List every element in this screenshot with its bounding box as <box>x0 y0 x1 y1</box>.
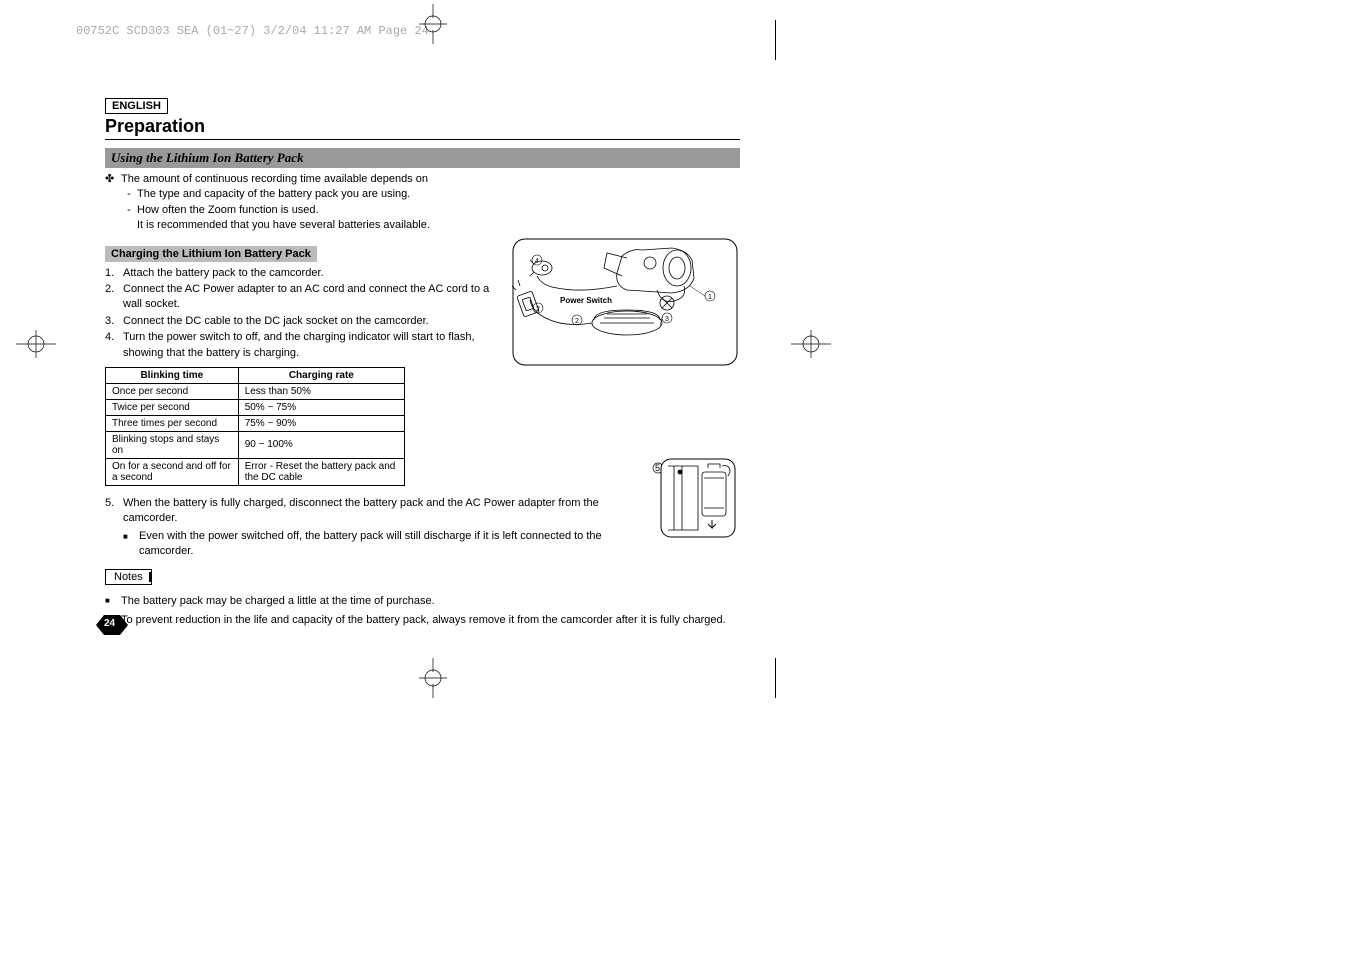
pdf-header: 00752C SCD303 SEA (01~27) 3/2/04 11:27 A… <box>76 24 429 38</box>
step-text: Connect the DC cable to the DC jack sock… <box>123 314 505 329</box>
table-cell: On for a second and off for a second <box>106 458 239 485</box>
svg-text:2: 2 <box>575 318 579 325</box>
table-row: Twice per second50% ~ 75% <box>106 399 405 415</box>
table-row: Three times per second75% ~ 90% <box>106 415 405 431</box>
dash-icon: - <box>121 187 137 202</box>
section-title: Preparation <box>105 116 740 140</box>
step-text: Attach the battery pack to the camcorder… <box>123 266 505 281</box>
intro-text: The amount of continuous recording time … <box>121 172 740 187</box>
svg-text:2: 2 <box>536 306 540 313</box>
step-text: When the battery is fully charged, disco… <box>123 496 635 527</box>
table-header: Charging rate <box>238 367 404 383</box>
svg-text:4: 4 <box>535 258 539 265</box>
page-number: 24 <box>104 618 115 629</box>
table-cell: 90 ~ 100% <box>238 431 404 458</box>
diagram-label: Power Switch <box>560 296 612 305</box>
battery-diagram <box>660 458 736 538</box>
table-cell: 75% ~ 90% <box>238 415 404 431</box>
svg-text:1: 1 <box>708 294 712 301</box>
intro-list: ✤ The amount of continuous recording tim… <box>105 172 740 234</box>
crop-mark-icon <box>791 324 831 364</box>
notes-label-box: Notes <box>105 569 152 585</box>
crop-mark-icon <box>413 4 453 44</box>
intro-sub: How often the Zoom function is used. It … <box>137 203 740 234</box>
subsection-bar: Using the Lithium Ion Battery Pack <box>105 148 740 168</box>
charging-table: Blinking time Charging rate Once per sec… <box>105 367 405 486</box>
step-num: 3. <box>105 314 123 329</box>
intro-sub: The type and capacity of the battery pac… <box>137 187 740 202</box>
crop-mark-icon <box>413 658 453 698</box>
crop-mark-icon <box>16 324 56 364</box>
step-text: Turn the power switch to off, and the ch… <box>123 330 505 361</box>
fold-mark <box>775 658 776 698</box>
table-row: Once per secondLess than 50% <box>106 383 405 399</box>
table-cell: Blinking stops and stays on <box>106 431 239 458</box>
intro-sub-line2: It is recommended that you have several … <box>137 219 430 231</box>
step-num: 2. <box>105 282 123 313</box>
step5-block: 5.When the battery is fully charged, dis… <box>105 496 635 560</box>
dash-icon: - <box>121 203 137 234</box>
table-row: On for a second and off for a secondErro… <box>106 458 405 485</box>
note-text: To prevent reduction in the life and cap… <box>121 612 740 629</box>
svg-text:3: 3 <box>665 316 669 323</box>
note-text: The battery pack may be charged a little… <box>121 593 740 610</box>
step-num: 1. <box>105 266 123 281</box>
step-num: 5. <box>105 496 123 527</box>
table-cell: Twice per second <box>106 399 239 415</box>
step-sub-text: Even with the power switched off, the ba… <box>139 529 635 560</box>
table-header: Blinking time <box>106 367 239 383</box>
step-num: 4. <box>105 330 123 361</box>
connection-diagram: 1 2 3 4 2 <box>512 238 738 366</box>
subsection-box: Charging the Lithium Ion Battery Pack <box>105 246 317 262</box>
bullet-icon: ✤ <box>105 172 121 187</box>
table-cell: Three times per second <box>106 415 239 431</box>
table-cell: Once per second <box>106 383 239 399</box>
table-cell: Error - Reset the battery pack and the D… <box>238 458 404 485</box>
square-bullet-icon: ■ <box>123 529 139 560</box>
table-cell: Less than 50% <box>238 383 404 399</box>
step-text: Connect the AC Power adapter to an AC co… <box>123 282 505 313</box>
steps-list: 1.Attach the battery pack to the camcord… <box>105 266 505 361</box>
table-cell: 50% ~ 75% <box>238 399 404 415</box>
notes-list: ■The battery pack may be charged a littl… <box>105 593 740 628</box>
intro-sub-line1: How often the Zoom function is used. <box>137 204 319 216</box>
square-bullet-icon: ■ <box>105 593 121 610</box>
fold-mark <box>775 20 776 60</box>
language-box: ENGLISH <box>105 98 168 114</box>
table-row: Blinking stops and stays on90 ~ 100% <box>106 431 405 458</box>
